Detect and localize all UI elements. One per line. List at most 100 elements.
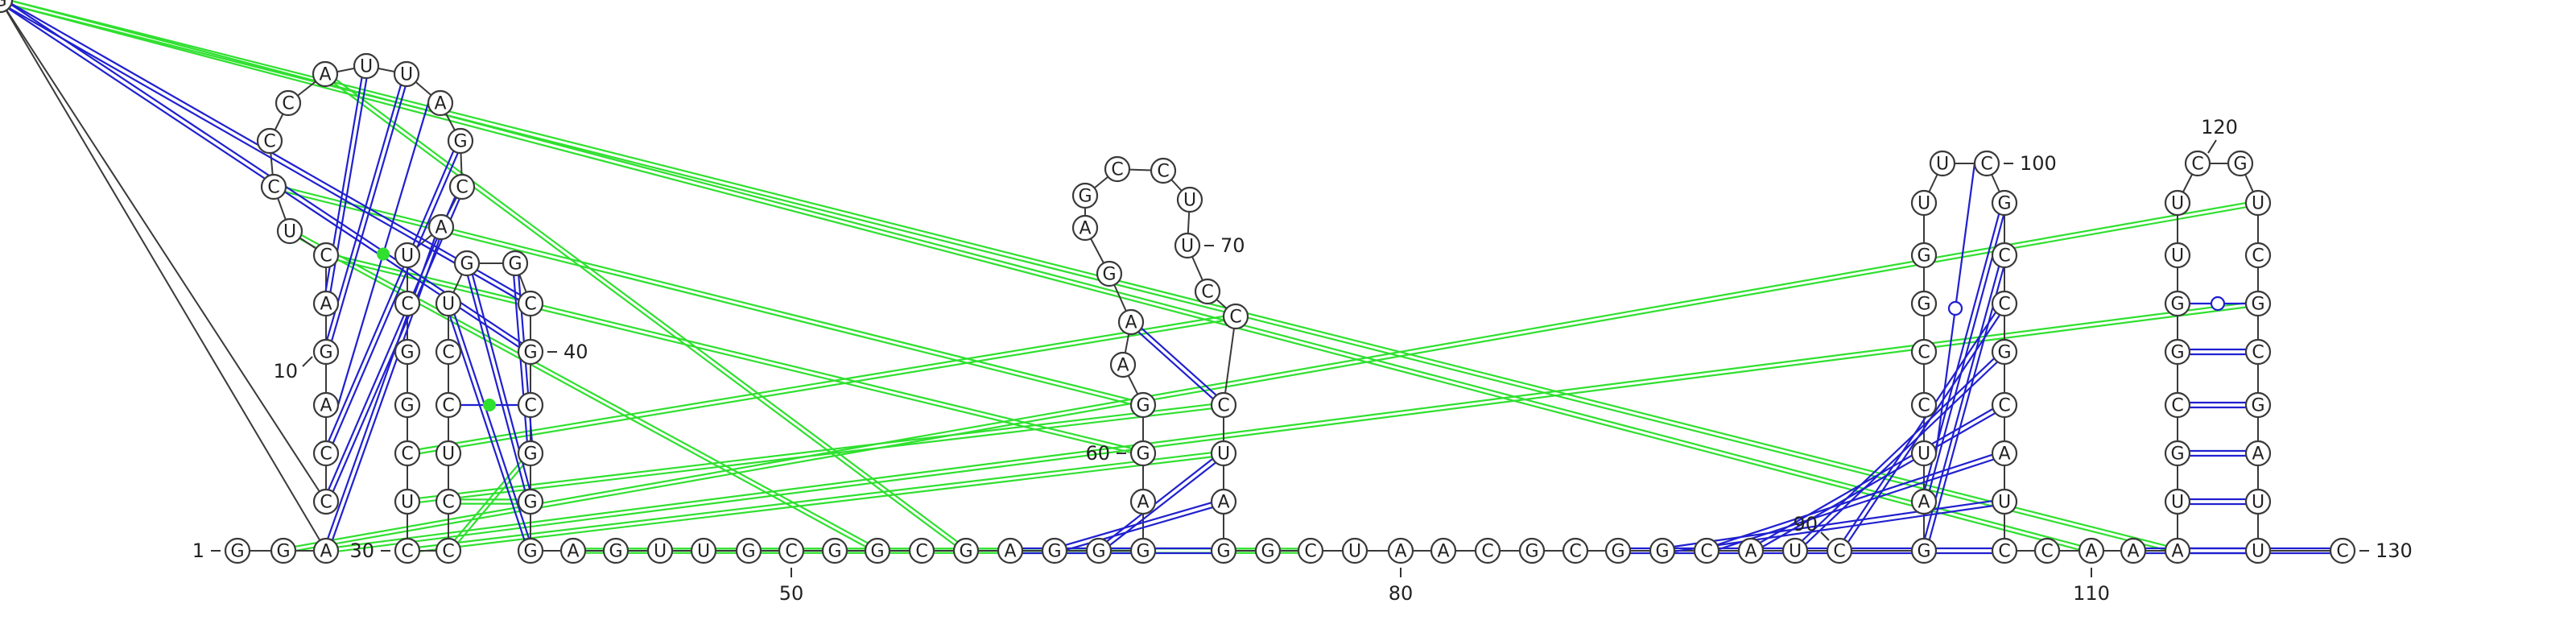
nucleotide-base: G [400,343,414,363]
nucleotide: U [2244,537,2272,564]
nucleotide-circle [1910,189,1938,217]
nucleotide: U [276,217,303,245]
nucleotide-base: G [1047,542,1061,562]
nucleotide-circle [1174,232,1201,259]
nucleotide: A [1430,537,1457,564]
nucleotide-circle [1781,537,1809,564]
nucleotide: C [1104,155,1131,183]
tertiary-interaction [419,407,1212,503]
nucleotide-circle [1210,391,1237,419]
nucleotide-base: A [2085,542,2097,562]
canonical-base-pair [1718,458,1995,551]
nucleotide-base: U [401,246,414,267]
nucleotide: G [447,127,474,155]
nucleotide: G [0,0,14,14]
noncanonical-pair-marker [2210,296,2226,312]
nucleotide: C [1222,303,1249,330]
noncanonical-pair-marker [1947,300,1963,316]
nucleotide: C [435,391,462,419]
nucleotide-circle [1096,260,1123,287]
nucleotide-circle [821,537,848,564]
nucleotide-base: G [523,542,537,562]
nucleotide-base: A [1125,313,1137,333]
nucleotide-circle [517,290,544,317]
nucleotide-circle [1991,440,2018,467]
nucleotide-base: A [2252,444,2264,465]
nucleotide-circle [353,52,380,80]
nucleotide-base: U [1918,444,1930,465]
nucleotide-circle [1129,391,1157,419]
nucleotide-circle [1041,537,1068,564]
nucleotide: G [2164,338,2191,366]
nucleotide-base: A [1117,356,1129,376]
nucleotide-base: G [1136,542,1150,562]
nucleotide-base: G [870,542,884,562]
nucleotide-base: C [1998,542,2010,562]
canonical-base-pair [1928,214,2005,491]
nucleotide: A [312,537,340,564]
position-tick [2207,139,2217,154]
nucleotide: G [2244,391,2272,419]
nucleotide-base: G [609,542,622,562]
nucleotide: C [1991,391,2018,419]
nucleotide: U [2164,488,2191,515]
nucleotide: U [1991,488,2018,515]
position-label: 80 [1389,582,1414,605]
nucleotide: U [2164,189,2191,217]
nucleotide-base: U [283,222,296,242]
nucleotide-base: G [1917,295,1930,315]
nucleotide-circle [435,440,462,467]
nucleotide: A [1071,214,1099,242]
nucleotide: U [1210,440,1237,467]
nucleotide: G [394,338,421,366]
nucleotide-circle [1254,537,1282,564]
nucleotide-base: U [2171,246,2184,267]
nucleotide-base: C [2252,343,2264,363]
tertiary-interaction [419,319,1224,455]
nucleotide: G [1910,242,1938,269]
nucleotide-base: U [697,542,710,562]
nucleotide-circle [1826,537,1853,564]
nucleotide-base: U [1348,542,1361,562]
nucleotide-circle [2120,537,2147,564]
nucleotide-circle [447,127,474,155]
canonical-base-pair [8,7,520,349]
nucleotide-base: G [2233,155,2247,175]
nucleotide-circle [1929,150,1956,177]
position-label: 130 [2376,539,2413,562]
nucleotide: C [2164,391,2191,419]
nucleotide-base: C [320,444,332,465]
nucleotide: G [735,537,762,564]
nucleotide-circle [1910,537,1938,564]
nucleotide: G [1518,537,1546,564]
nucleotide: G [517,440,544,467]
nucleotide-layer: GGAUCGCCAGACUCCCAUUAGCAUCGGCUCCCUCCUGGCG… [0,0,2356,564]
nucleotide-circle [1991,391,2018,419]
nucleotide-circle [1150,157,1177,184]
position-label: 50 [779,582,804,605]
canonical-base-pair [1802,358,1995,542]
position-label: 30 [349,539,374,562]
nucleotide-base: C [1304,542,1316,562]
nucleotide-base: C [1998,396,2010,416]
nucleotide: U [435,290,462,317]
nucleotide-circle [2164,391,2191,419]
nucleotide-base: C [1998,246,2010,267]
nucleotide: C [2033,537,2061,564]
nucleotide-circle [435,338,462,366]
canonical-base-pair [1923,266,2000,539]
nucleotide-base: C [320,493,332,513]
nucleotide: G [1129,537,1157,564]
nucleotide-base: G [276,542,290,562]
nucleotide-base: U [401,493,414,513]
nucleotide: A [2120,537,2147,564]
nucleotide-circle [427,213,455,241]
nucleotide: A [1210,488,1237,515]
nucleotide-circle [1129,440,1157,467]
nucleotide: A [2164,537,2191,564]
nucleotide: A [427,213,455,241]
nucleotide-circle [517,440,544,467]
nucleotide: G [1254,537,1282,564]
nucleotide: C [2244,338,2272,366]
nucleotide-base: U [442,444,455,465]
